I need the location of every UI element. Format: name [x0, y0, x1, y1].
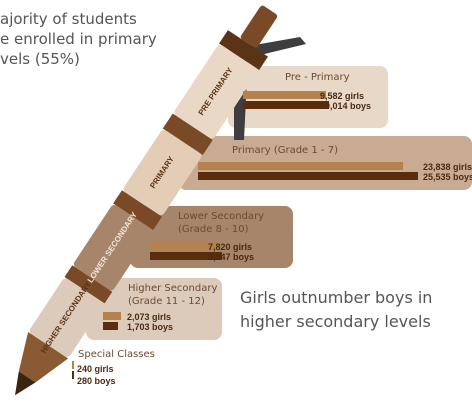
value-label: 25,535 boys: [423, 172, 472, 182]
bar: [103, 312, 121, 320]
category-label: Pre - Primary: [285, 71, 405, 84]
infographic: PRE PRIMARYPRIMARYLOWER SECONDARYHIGHER …: [0, 0, 472, 402]
value-label: 10,014 boys: [320, 101, 371, 111]
value-label: 280 boys: [77, 376, 116, 386]
bar: [243, 91, 326, 99]
annotation: Girls outnumber boys in: [240, 288, 432, 307]
value-label: 1,703 boys: [127, 322, 173, 332]
value-label: 240 girls: [77, 364, 114, 374]
value-label: 8,347 boys: [208, 252, 254, 262]
bar: [72, 371, 74, 379]
annotation: higher secondary levels: [240, 312, 431, 331]
bar: [243, 101, 329, 109]
category-label: Lower Secondary (Grade 8 - 10): [178, 210, 288, 236]
value-label: 9,582 girls: [320, 91, 364, 101]
annotation: vels (55%): [0, 50, 80, 68]
bar: [72, 361, 74, 369]
bar: [103, 322, 118, 330]
annotation: ajority of students: [0, 10, 137, 28]
value-label: 23,838 girls: [423, 162, 472, 172]
category-label: Higher Secondary (Grade 11 - 12): [128, 282, 238, 308]
category-label: Primary (Grade 1 - 7): [232, 144, 432, 157]
value-label: 2,073 girls: [127, 312, 171, 322]
value-label: 7,820 girls: [208, 242, 252, 252]
bar: [198, 162, 403, 170]
bar: [198, 172, 418, 180]
category-label: Special Classes: [78, 348, 198, 361]
annotation: e enrolled in primary: [0, 30, 157, 48]
